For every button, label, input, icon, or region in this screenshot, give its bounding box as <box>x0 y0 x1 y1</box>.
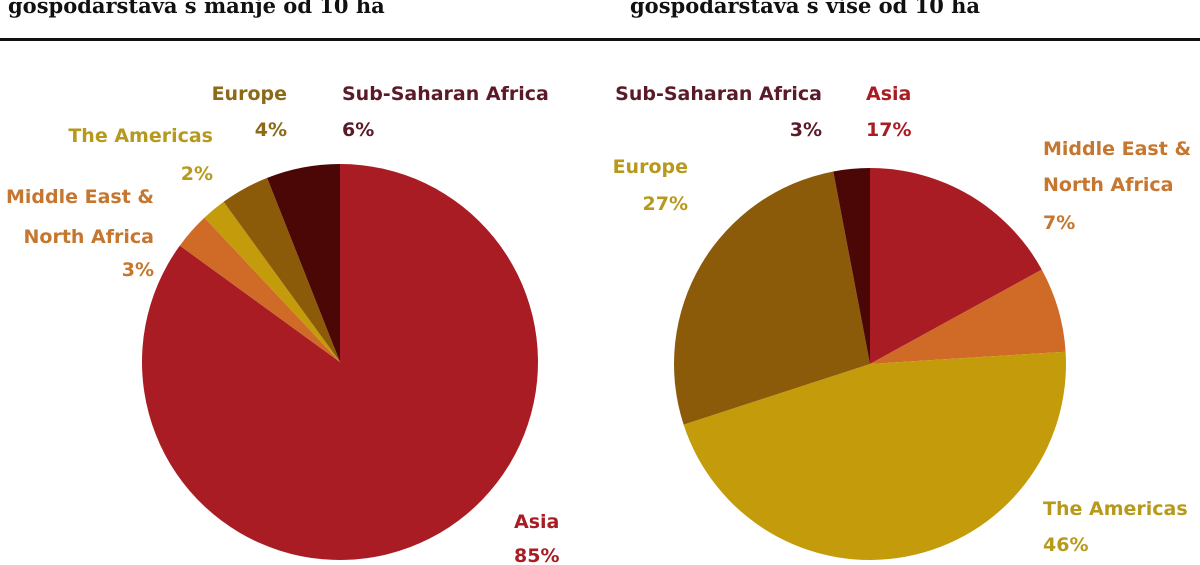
right-slice-the-americas <box>683 351 1066 561</box>
left-slice-label-europe: Europe <box>212 83 287 105</box>
right-slice-label-asia: Asia <box>866 83 911 105</box>
right-slice-sub-saharan-africa <box>833 167 870 364</box>
right-slice-label-the-americas: The Americas <box>1043 498 1188 520</box>
left-slice-middle-east-and-north-africa <box>179 217 340 362</box>
right-slice-label-middle-east-and-north-africa-line-2: North Africa <box>1043 174 1174 196</box>
left-slice-label-middle-east-and-north-africa-line-2: North Africa <box>24 226 155 248</box>
right-value-label-asia: 17% <box>866 119 911 141</box>
left-value-label-asia: 85% <box>514 545 559 565</box>
right-slice-label-middle-east-and-north-africa-line-1: Middle East & <box>1043 138 1191 160</box>
right-value-label-sub-saharan-africa: 3% <box>790 119 822 141</box>
left-slice-label-middle-east-and-north-africa-line-1: Middle East & <box>6 186 154 208</box>
right-slice-label-europe: Europe <box>613 156 688 178</box>
left-pie-chart: Asia 85% Middle East & North Africa 3% The Am… <box>6 83 560 565</box>
right-value-label-europe: 27% <box>643 193 688 215</box>
left-chart-title: gospodarstava s manje od 10 ha <box>8 0 385 18</box>
right-slice-label-sub-saharan-africa: Sub-Saharan Africa <box>615 83 822 105</box>
right-value-label-the-americas: 46% <box>1043 534 1088 556</box>
right-value-label-middle-east-and-north-africa: 7% <box>1043 212 1075 234</box>
left-slice-europe <box>223 177 340 362</box>
left-slice-label-sub-saharan-africa: Sub-Saharan Africa <box>342 83 549 105</box>
left-slice-sub-saharan-africa <box>267 164 340 362</box>
right-chart-title: gospodarstava s više od 10 ha <box>630 0 981 18</box>
right-slice-middle-east-and-north-africa <box>870 269 1066 364</box>
left-value-label-sub-saharan-africa: 6% <box>342 119 374 141</box>
left-slice-label-asia: Asia <box>514 511 559 533</box>
right-slice-asia <box>870 168 1042 364</box>
left-slice-asia <box>141 164 538 560</box>
right-slice-europe <box>673 171 870 425</box>
left-value-label-europe: 4% <box>255 119 287 141</box>
left-value-label-the-americas: 2% <box>181 163 213 185</box>
left-slice-label-the-americas: The Americas <box>68 125 213 147</box>
left-value-label-middle-east-and-north-africa: 3% <box>122 259 154 281</box>
header-rule <box>0 38 1200 41</box>
right-pie-chart: Asia 17% Middle East & North Africa 7% The Am… <box>613 83 1191 561</box>
left-slice-the-americas <box>204 201 340 362</box>
